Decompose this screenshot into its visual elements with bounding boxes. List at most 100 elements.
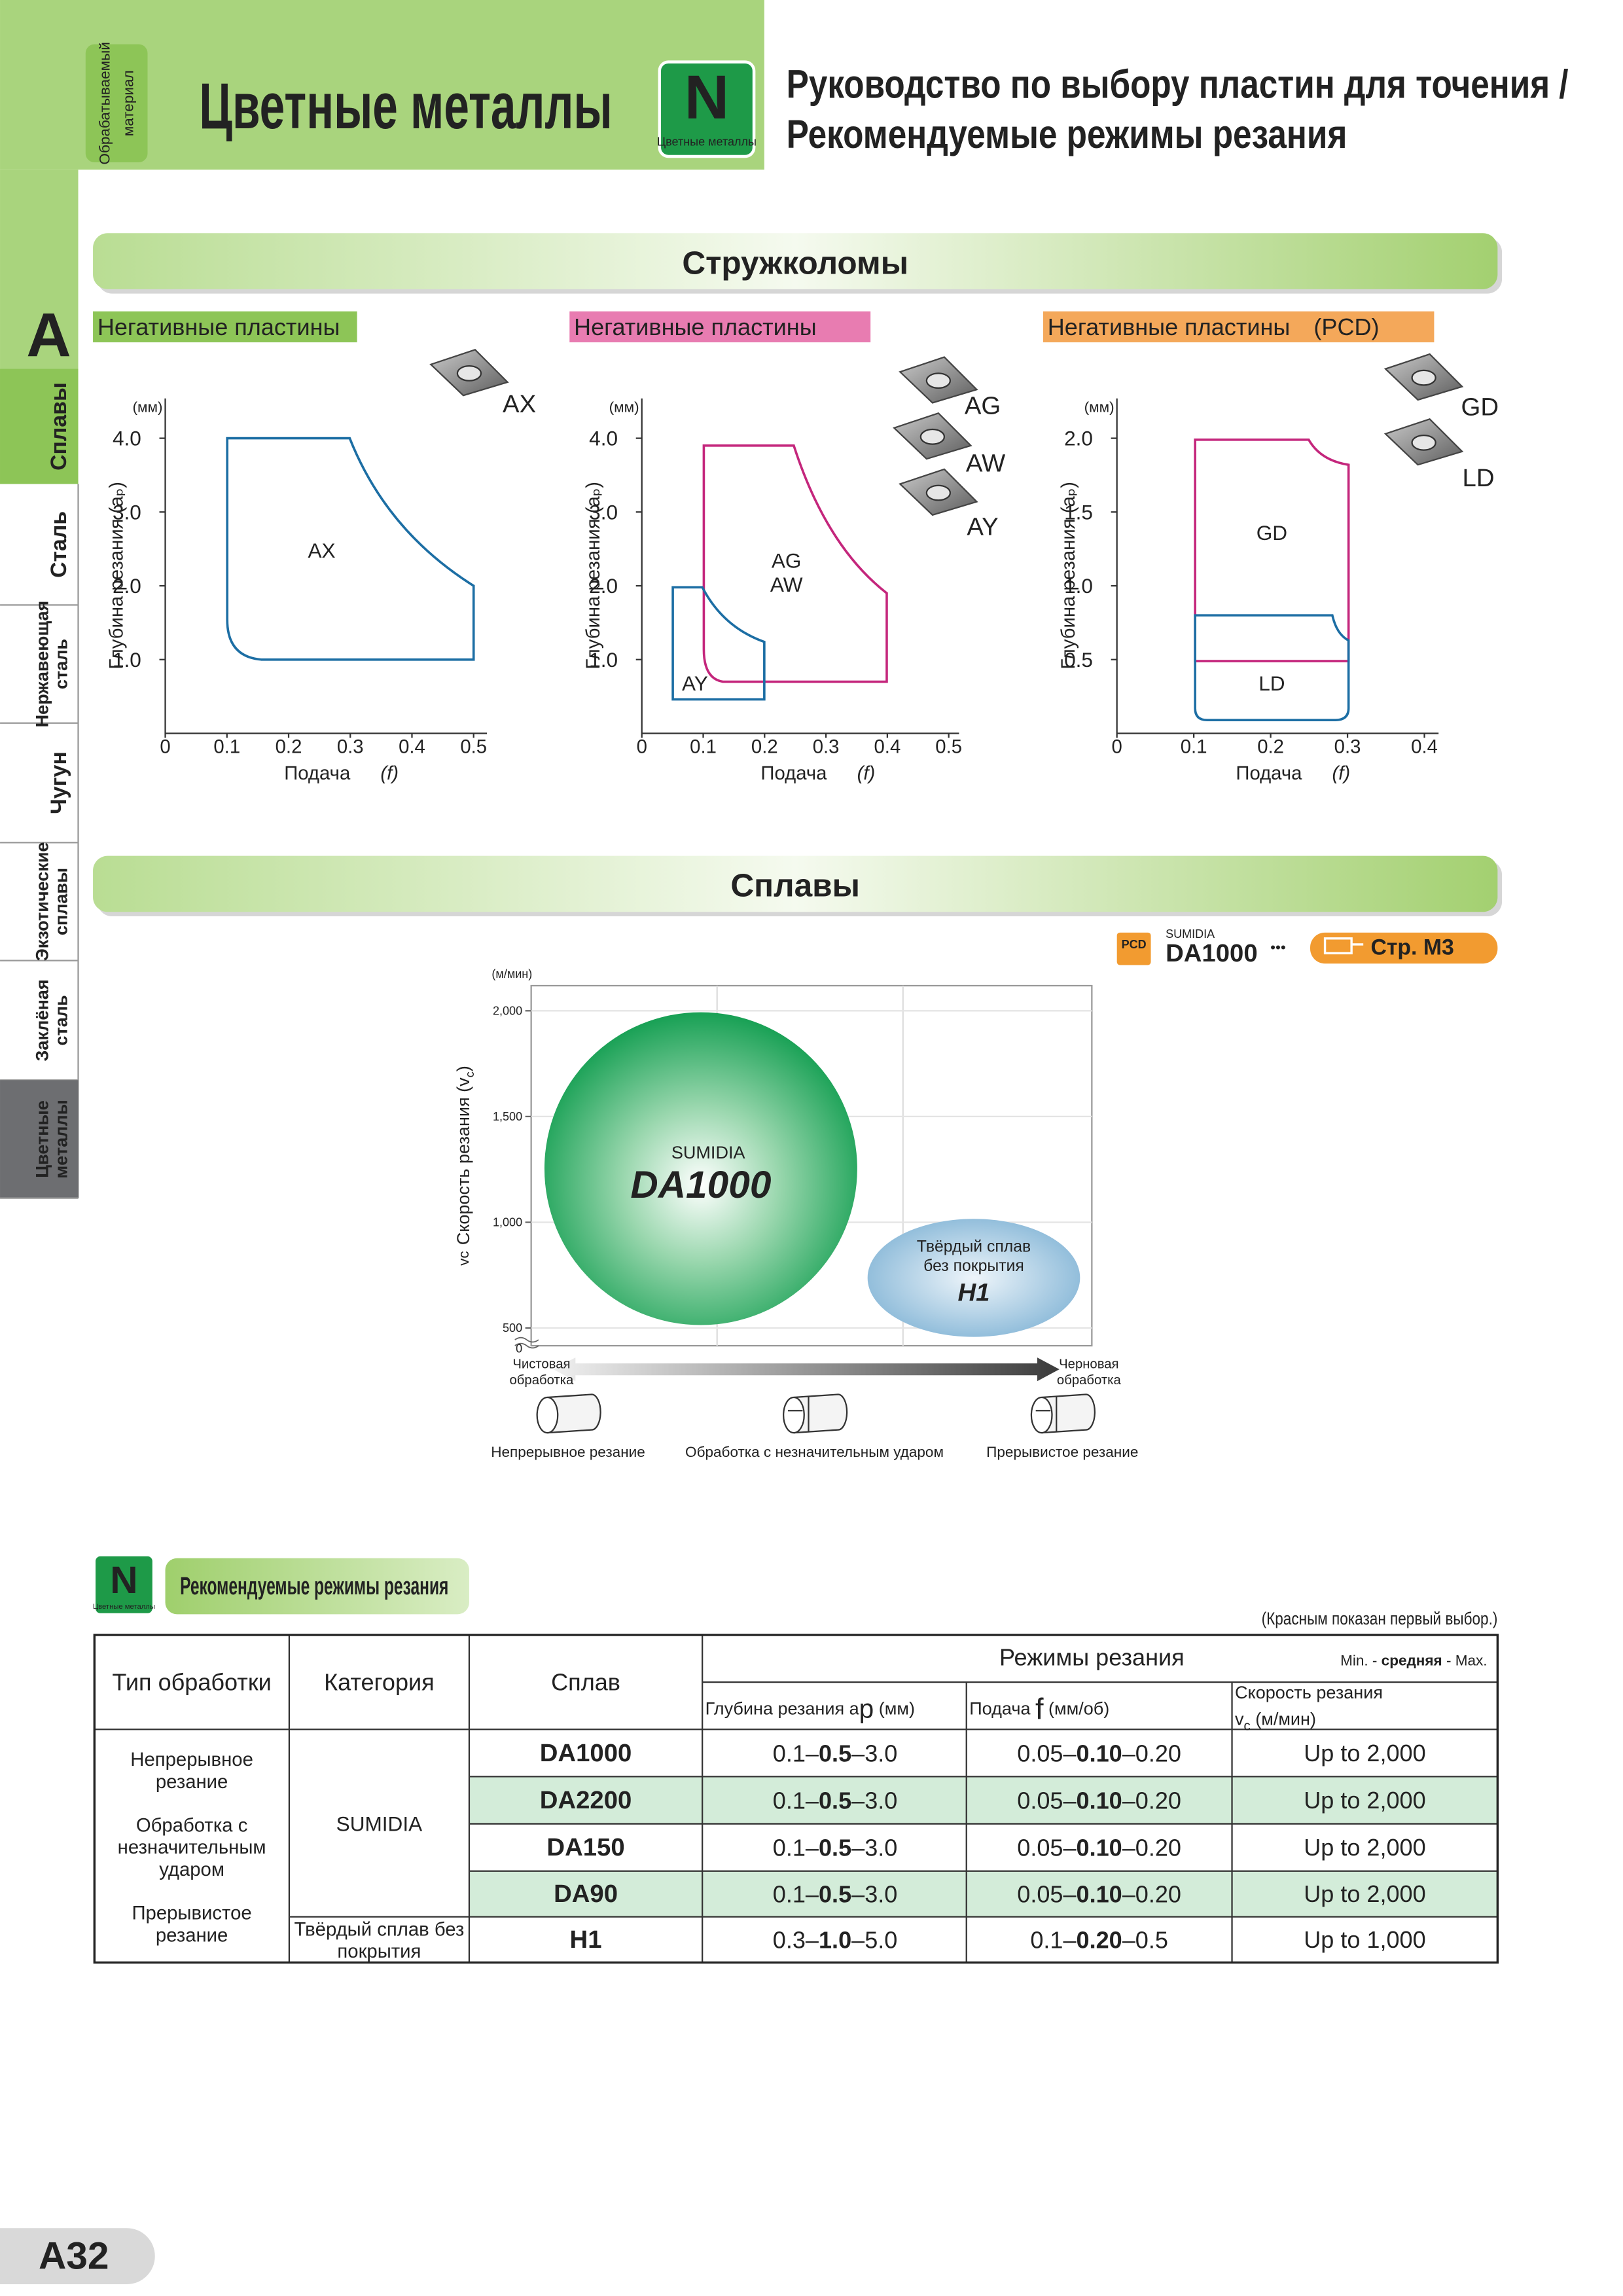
material-label: материал	[120, 70, 137, 136]
grade: DA90	[554, 1880, 618, 1908]
y-tick-label: 4.0	[113, 427, 141, 450]
range-mid: 1.0	[819, 1926, 851, 1953]
range-min: 0.1	[773, 1880, 806, 1907]
process-type: резание	[156, 1771, 228, 1793]
insert-hole	[1411, 434, 1436, 451]
link-ref-bg	[1310, 932, 1498, 964]
material-label-box	[85, 44, 148, 162]
chipbreaker-region	[226, 437, 475, 661]
table-header-part: Подача	[969, 1699, 1035, 1719]
sidebar-tab: сплавы	[52, 868, 71, 935]
range-max: 5.0	[865, 1926, 897, 1953]
panel-label: Негативные пластины (PCD)	[1048, 314, 1380, 340]
workpiece-face	[536, 1396, 559, 1434]
region-label: GD	[1257, 521, 1287, 545]
page-number-bg	[0, 2228, 155, 2284]
x-tick-label: 0.5	[935, 736, 962, 757]
badge-letter: N	[110, 1559, 137, 1602]
panel-label-bg	[1043, 311, 1435, 343]
y-axis-label: Глубина резания (aₚ)	[1058, 482, 1079, 670]
feed-range: 0.1–0.20–0.5	[1030, 1926, 1168, 1953]
y-axis-symbol: vc	[455, 1251, 471, 1266]
table-header-part: (мм/об)	[1044, 1699, 1110, 1719]
y-unit: (мм)	[609, 399, 639, 416]
insert-label: LD	[1463, 464, 1495, 492]
table-header: Скорость резания	[1235, 1683, 1383, 1702]
page-subtitle: Рекомендуемые режимы резания	[787, 112, 1347, 156]
range-min: 0.05	[1017, 1740, 1063, 1767]
range-separator: –	[806, 1740, 819, 1767]
section-title: Стружколомы	[682, 244, 908, 281]
range-max: 0.20	[1135, 1787, 1181, 1814]
bubble-label: H1	[958, 1278, 990, 1306]
section-bar	[93, 233, 1498, 289]
y-tick-label: 1,000	[493, 1215, 522, 1229]
y-axis-label: vc Скорость резания (vc)	[454, 1066, 476, 1266]
insert-label: AX	[503, 390, 536, 418]
table-header-part: (м/мин)	[1251, 1709, 1316, 1729]
y-tick-label: 0.5	[1064, 648, 1093, 672]
x-tick-label: 0.4	[1411, 736, 1438, 757]
sidebar-tab-current	[0, 1080, 79, 1198]
page-number: A32	[39, 2235, 109, 2278]
table-header-part: (мм)	[874, 1699, 915, 1719]
material-badge	[658, 60, 756, 158]
table-header: Тип обработки	[112, 1669, 271, 1696]
region-label: AW	[770, 573, 803, 596]
y-tick-label: 3.0	[589, 500, 618, 524]
range-separator: –	[851, 1926, 865, 1953]
link-ref: Стр. M3	[1370, 935, 1454, 960]
link-ref-icon	[1323, 937, 1364, 955]
range-separator: –	[806, 1880, 819, 1907]
material-label: Обрабатываемый	[97, 42, 113, 164]
range-mid: 0.5	[819, 1787, 851, 1814]
y-tick-label: 2.0	[1064, 427, 1093, 450]
x-tick-label: 0.1	[1181, 736, 1207, 757]
x-axis-label: Подача	[284, 762, 351, 784]
range-min: 0.3	[773, 1926, 806, 1953]
workpiece-face	[783, 1396, 805, 1434]
grade: DA2200	[540, 1786, 632, 1814]
range-min: 0.1	[773, 1740, 806, 1767]
range-min: 0.1	[773, 1787, 806, 1814]
range-min: 0.05	[1017, 1880, 1063, 1907]
insert-hole	[456, 365, 482, 382]
insert-hole	[925, 484, 952, 501]
insert-label: AW	[966, 449, 1006, 477]
range-mid: 0.10	[1077, 1787, 1122, 1814]
y-axis-label-part: )	[454, 1066, 473, 1071]
range-min: 0.1	[773, 1834, 806, 1861]
table-header: Режимы резания	[999, 1643, 1185, 1670]
section-bar	[93, 855, 1498, 912]
feed-range: 0.05–0.10–0.20	[1017, 1787, 1181, 1814]
sidebar-tab-active	[0, 368, 79, 484]
section-letter: A	[26, 300, 71, 370]
table-header-part: f	[1035, 1692, 1044, 1725]
table-header-part: v	[1235, 1709, 1244, 1729]
range-max: 0.20	[1135, 1740, 1181, 1767]
insert-image	[1383, 418, 1464, 466]
panel-label: Негативные пластины	[574, 314, 817, 340]
table-header-part: p	[859, 1694, 874, 1724]
y-tick-label: 2.0	[113, 574, 141, 598]
arrow-right-label: Черновая	[1059, 1357, 1118, 1371]
range-mid: 0.10	[1077, 1834, 1122, 1861]
x-tick-label: 0.2	[1257, 736, 1284, 757]
range-mid: 0.10	[1077, 1880, 1122, 1907]
depth-range: 0.3–1.0–5.0	[773, 1926, 898, 1953]
chipbreaker-region	[702, 444, 888, 683]
link-brand: SUMIDIA	[1166, 927, 1215, 941]
table-header: Глубина резания ap (мм)	[705, 1694, 915, 1724]
y-unit: (мм)	[1084, 399, 1115, 416]
pcd-badge-text: PCD	[1122, 938, 1147, 951]
category: покрытия	[337, 1941, 421, 1962]
machining-mode: Непрерывное резание	[491, 1444, 645, 1460]
x-tick-label: 0	[637, 736, 647, 757]
range-separator: –	[851, 1880, 865, 1907]
range-separator: –	[1063, 1834, 1077, 1861]
grade: DA1000	[540, 1739, 632, 1767]
category: SUMIDIA	[336, 1812, 422, 1836]
y-unit: (мм)	[132, 399, 162, 416]
y-tick-label: 1.0	[113, 648, 141, 672]
